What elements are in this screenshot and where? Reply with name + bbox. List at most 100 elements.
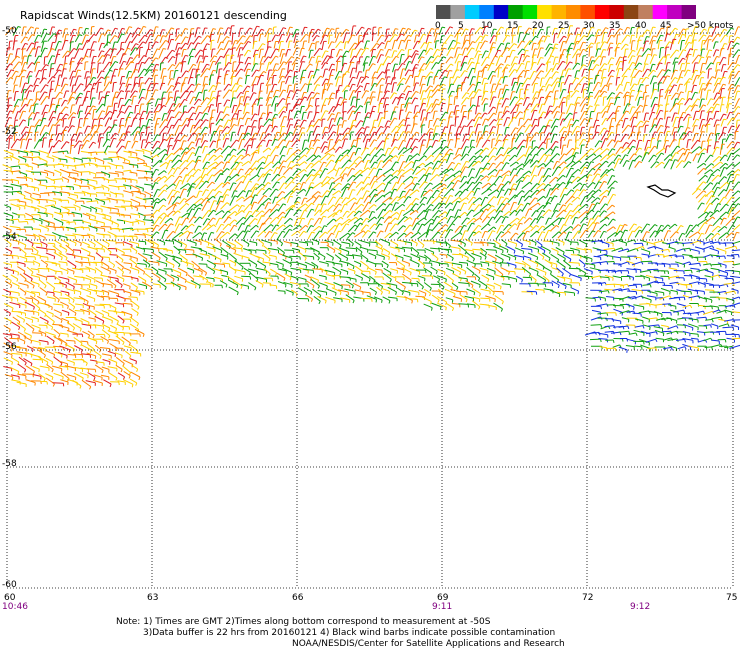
wind-barb <box>283 190 293 199</box>
wind-barb-tick <box>632 49 636 52</box>
wind-barb <box>220 145 229 155</box>
wind-barb-tick <box>583 138 587 141</box>
wind-barb <box>334 28 337 39</box>
wind-barb <box>621 124 629 134</box>
wind-barb <box>717 83 724 94</box>
wind-barb-tick <box>493 35 497 37</box>
wind-barb <box>530 165 536 176</box>
wind-barb-tick <box>38 200 41 205</box>
wind-barb <box>339 166 347 177</box>
wind-barb <box>481 78 485 86</box>
wind-barb-tick <box>533 174 538 177</box>
wind-barb <box>718 76 724 85</box>
wind-barb <box>124 61 132 70</box>
wind-barb <box>398 110 401 120</box>
wind-barb <box>140 139 144 149</box>
wind-barb-tick <box>178 124 183 127</box>
wind-barb-tick <box>632 61 636 64</box>
wind-barb <box>397 175 402 184</box>
wind-barb-tick <box>365 47 370 50</box>
wind-barb <box>712 83 719 93</box>
wind-barb-tick <box>249 27 253 30</box>
wind-barb <box>39 84 47 93</box>
wind-barb <box>244 57 249 65</box>
wind-barb <box>124 99 130 106</box>
wind-barb-tick <box>352 110 356 113</box>
wind-barb-tick <box>526 33 530 36</box>
wind-barb <box>336 97 341 106</box>
wind-barb-tick <box>376 42 380 46</box>
wind-barb-tick <box>59 158 62 163</box>
wind-barb <box>55 33 58 43</box>
wind-barb <box>390 111 394 121</box>
wind-barb-tick <box>694 104 698 107</box>
wind-barb <box>129 47 136 56</box>
wind-barb <box>262 147 269 153</box>
wind-barb <box>13 91 17 102</box>
wind-barb-tick <box>220 48 224 51</box>
wind-barb-tick <box>402 182 406 185</box>
wind-barb <box>179 134 185 142</box>
wind-barb-tick <box>710 169 714 172</box>
wind-barb <box>359 167 369 175</box>
wind-barb <box>490 83 494 94</box>
wind-barb <box>108 156 119 159</box>
wind-barb-tick <box>254 151 258 154</box>
wind-barb-tick <box>677 145 681 148</box>
wind-barb <box>700 88 703 99</box>
wind-barb <box>468 90 474 98</box>
wind-barb-tick <box>724 154 728 157</box>
wind-barb <box>31 185 39 189</box>
wind-barb <box>362 28 369 38</box>
wind-barb <box>607 28 612 38</box>
wind-barb <box>62 118 65 128</box>
wind-barb <box>166 189 174 199</box>
wind-barb-tick <box>723 56 727 59</box>
wind-barb <box>655 161 663 168</box>
wind-barb-tick <box>592 60 596 62</box>
wind-barb <box>391 40 396 50</box>
wind-barb <box>699 77 702 86</box>
wind-barb-tick <box>380 160 384 162</box>
wind-barb <box>732 36 738 44</box>
wind-barb-tick <box>702 104 707 107</box>
wind-barb-tick <box>211 181 215 185</box>
wind-barb-tick <box>17 98 22 101</box>
wind-barb <box>137 62 143 73</box>
wind-barb <box>312 69 317 79</box>
wind-barb-tick <box>318 155 322 158</box>
wind-barb-tick <box>67 50 71 53</box>
wind-barb <box>703 182 711 191</box>
wind-barb-tick <box>627 103 631 105</box>
wind-barb-tick <box>388 62 392 65</box>
wind-barb <box>349 84 353 91</box>
wind-barb <box>629 153 635 161</box>
wind-barb-tick <box>669 85 673 88</box>
wind-barb-tick <box>283 132 287 135</box>
wind-barb <box>187 183 194 192</box>
wind-barb <box>301 27 305 36</box>
wind-barb-tick <box>583 35 587 38</box>
wind-barb-tick <box>199 111 203 114</box>
wind-barb-tick <box>15 70 19 73</box>
wind-barb-tick <box>610 97 614 99</box>
wind-barb <box>201 189 207 197</box>
wind-barb <box>25 138 30 150</box>
wind-barb-tick <box>732 61 736 65</box>
wind-barb-tick <box>359 156 363 159</box>
wind-barb <box>341 85 348 93</box>
wind-barb <box>348 189 353 200</box>
wind-barb <box>592 82 599 92</box>
wind-barb <box>580 103 586 113</box>
wind-barb-tick <box>99 124 103 127</box>
wind-barb <box>146 82 152 91</box>
wind-barb <box>647 69 654 77</box>
wind-barb-tick <box>450 63 454 66</box>
wind-barb-tick <box>702 82 706 85</box>
wind-barb-tick <box>668 89 672 91</box>
wind-barb-tick <box>507 180 511 184</box>
wind-barb <box>174 62 181 70</box>
wind-barb <box>354 112 359 121</box>
wind-barb <box>481 50 487 59</box>
wind-barb-tick <box>155 63 160 66</box>
